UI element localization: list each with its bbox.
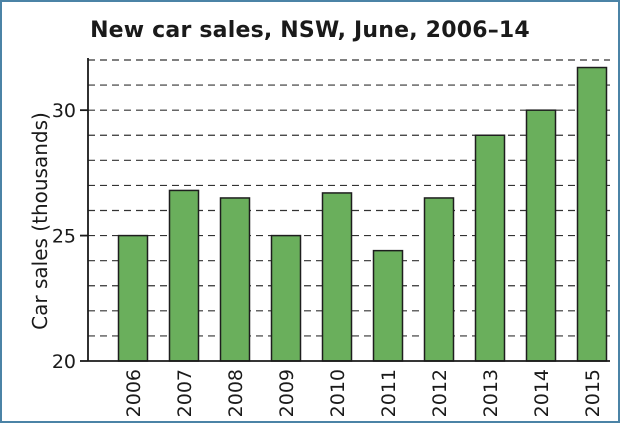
x-tick-label: 2007	[174, 369, 196, 417]
x-tick-label: 2012	[429, 369, 451, 417]
bar-2015	[576, 66, 608, 362]
x-tick-label: 2011	[378, 369, 400, 417]
x-tick-label: 2008	[225, 369, 247, 417]
bar-2010	[321, 192, 353, 362]
x-tick-label: 2006	[123, 369, 145, 417]
axes	[87, 58, 610, 362]
bar-2012	[423, 197, 455, 362]
bar-2008	[219, 197, 251, 362]
bar-2011	[372, 249, 404, 362]
chart-title: New car sales, NSW, June, 2006–14	[90, 18, 530, 43]
x-tick-label: 2014	[531, 369, 553, 417]
bar-2013	[474, 134, 506, 362]
x-tick-label: 2013	[480, 369, 502, 417]
bar-2014	[525, 109, 557, 362]
y-tick-label: 30	[52, 100, 76, 122]
x-tick-label: 2015	[582, 369, 604, 417]
x-tick-label: 2010	[327, 369, 349, 417]
y-tick-label: 25	[52, 226, 76, 248]
y-tick-label: 20	[52, 351, 76, 373]
bar-2007	[168, 189, 200, 362]
bar-2009	[270, 234, 302, 362]
x-tick-labels: 2006 2007 2008 2009 2010 2011 2012 2013 2014 2015	[123, 369, 604, 417]
bars	[117, 66, 608, 362]
x-tick-label: 2009	[276, 369, 298, 417]
y-tick-labels: 20 25 30	[52, 100, 88, 373]
bar-2006	[117, 234, 149, 362]
